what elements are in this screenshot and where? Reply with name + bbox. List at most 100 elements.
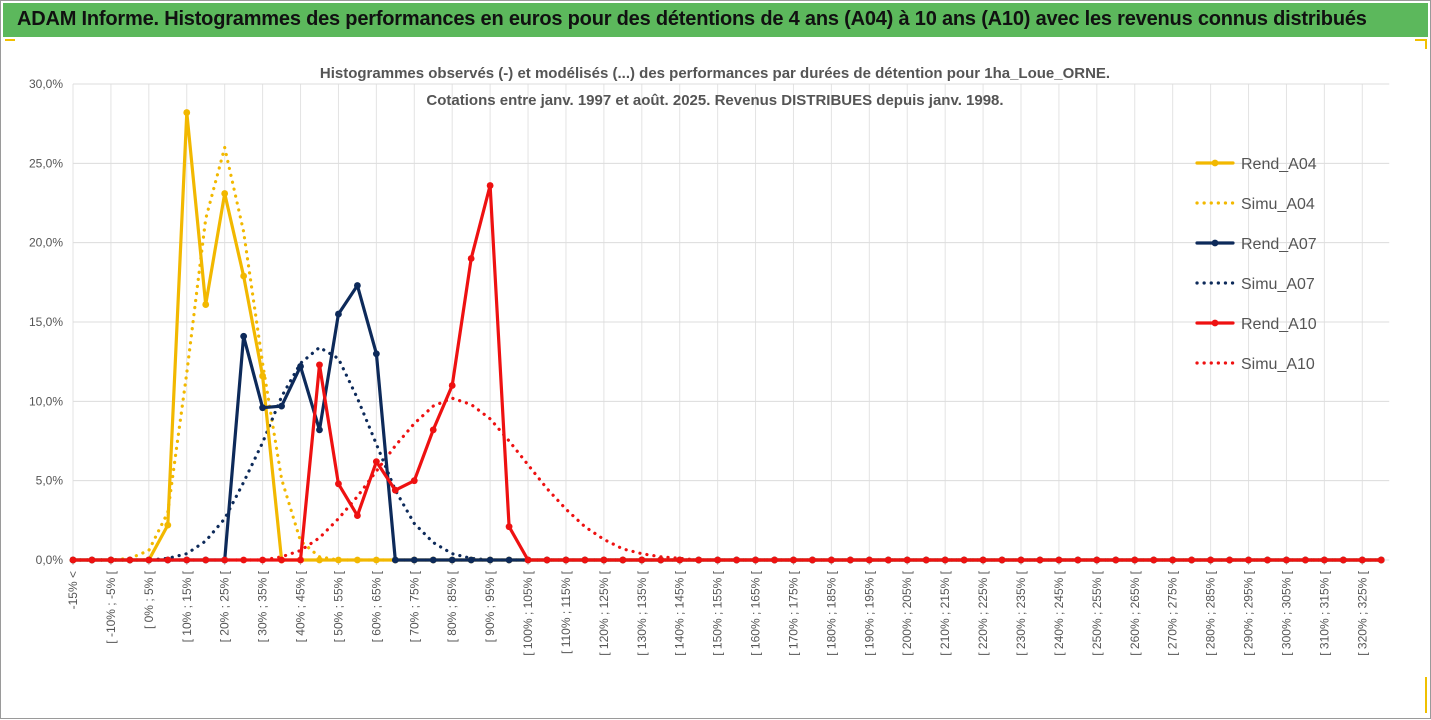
y-tick-label: 15,0%	[29, 315, 63, 329]
legend-item: Simu_A10	[1195, 356, 1315, 373]
data-point	[88, 556, 96, 564]
series-rend-a10	[69, 182, 1385, 564]
x-tick-label: [ 180% ; 185% [	[824, 570, 838, 655]
legend-label: Simu_A07	[1241, 276, 1315, 293]
data-point	[354, 282, 361, 289]
data-point	[524, 556, 532, 564]
data-point	[107, 556, 115, 564]
legend-item: Simu_A07	[1195, 276, 1315, 293]
data-point	[221, 190, 229, 197]
series-simu-a04	[71, 145, 1383, 562]
x-tick-label: [ 70% ; 75% [	[407, 570, 421, 642]
data-point	[335, 310, 342, 318]
data-point	[1188, 556, 1196, 564]
data-point	[202, 556, 210, 564]
data-point	[221, 556, 229, 564]
x-tick-label: [ 90% ; 95% [	[483, 570, 497, 642]
data-point	[354, 556, 361, 564]
data-point	[1358, 556, 1366, 564]
corner-mark-top-right	[1415, 39, 1427, 41]
data-point	[467, 556, 475, 564]
data-point	[259, 372, 266, 380]
data-point	[505, 556, 513, 564]
data-point	[240, 332, 248, 340]
data-point	[164, 556, 172, 564]
data-point	[903, 556, 911, 564]
data-point	[1207, 556, 1214, 564]
data-point	[126, 556, 134, 564]
x-tick-label: [ 100% ; 105% [	[521, 570, 535, 655]
x-tick-label: [ 130% ; 135% [	[635, 570, 649, 655]
data-point	[69, 556, 77, 564]
gridlines	[72, 83, 1390, 561]
data-point	[960, 556, 968, 564]
x-tick-label: [ 190% ; 195% [	[862, 570, 876, 655]
data-point	[790, 556, 797, 564]
data-point	[505, 523, 513, 531]
data-point	[278, 556, 285, 564]
series-line	[71, 396, 1383, 562]
data-point	[600, 556, 608, 564]
data-point	[410, 556, 418, 564]
page-title: ADAM Informe. Histogrammes des performan…	[17, 8, 1367, 30]
chart-title-line-2: Cotations entre janv. 1997 et août. 2025…	[426, 92, 1003, 109]
legend-item: Simu_A04	[1195, 196, 1315, 213]
data-point	[1302, 556, 1309, 564]
x-tick-label: [ -10% ; -5% [	[104, 570, 118, 643]
x-tick-label: [ 310% ; 315% [	[1317, 570, 1331, 655]
x-tick-label: [ 120% ; 125% [	[597, 570, 611, 655]
data-point	[1017, 556, 1025, 564]
legend-marker	[1211, 239, 1219, 247]
x-tick-label: [ 200% ; 205% [	[900, 570, 914, 655]
data-point	[581, 556, 589, 564]
x-tick-label: [ 280% ; 285% [	[1204, 570, 1218, 655]
data-point	[316, 361, 323, 369]
legend-label: Simu_A10	[1241, 356, 1315, 373]
data-point	[467, 255, 475, 262]
data-point	[714, 556, 722, 564]
legend-item: Rend_A07	[1195, 236, 1317, 253]
x-tick-label: [ 290% ; 295% [	[1242, 570, 1256, 655]
data-point	[998, 556, 1006, 564]
data-point	[695, 556, 703, 564]
y-tick-label: 30,0%	[29, 77, 63, 91]
legend-label: Rend_A10	[1241, 316, 1317, 333]
x-tick-label: [ 300% ; 305% [	[1279, 570, 1293, 655]
axes: 0,0% 5,0% 10,0% 15,0% 20,0% 25,0% 30,0% -15% < […	[29, 77, 1369, 656]
data-point	[1169, 556, 1177, 564]
x-tick-label: [ 160% ; 165% [	[749, 570, 763, 655]
data-point	[884, 556, 892, 564]
data-point	[316, 426, 323, 434]
data-point	[202, 301, 210, 308]
legend-label: Simu_A04	[1241, 196, 1315, 213]
data-point	[429, 426, 437, 434]
data-point	[941, 556, 949, 564]
series-simu-a10	[71, 396, 1383, 562]
x-tick-label: [ 140% ; 145% [	[673, 570, 687, 655]
series-line	[71, 145, 1383, 562]
data-point	[1036, 556, 1044, 564]
x-tick-label: [ 80% ; 85% [	[445, 570, 459, 642]
data-point	[562, 556, 570, 564]
data-point	[828, 556, 835, 564]
x-tick-label: [ 240% ; 245% [	[1052, 570, 1066, 655]
data-point	[335, 480, 342, 488]
data-point	[145, 556, 153, 564]
data-point	[1377, 556, 1385, 564]
data-point	[1264, 556, 1271, 564]
x-tick-label: [ 220% ; 225% [	[976, 570, 990, 655]
legend-item: Rend_A10	[1195, 316, 1317, 333]
data-point	[1131, 556, 1139, 564]
data-point	[316, 556, 323, 564]
data-point	[1074, 556, 1082, 564]
data-point	[865, 556, 873, 564]
x-tick-label: [ 0% ; 5% [	[142, 570, 156, 629]
data-point	[1093, 556, 1101, 564]
data-point	[278, 402, 285, 410]
x-tick-label: [ 170% ; 175% [	[786, 570, 800, 655]
x-tick-label: [ 260% ; 265% [	[1128, 570, 1142, 655]
data-point	[543, 556, 551, 564]
data-point	[448, 382, 456, 389]
y-tick-label: 25,0%	[29, 156, 63, 170]
